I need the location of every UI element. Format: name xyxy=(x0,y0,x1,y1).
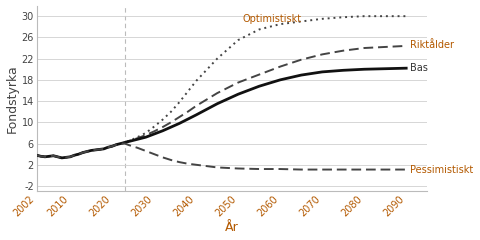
X-axis label: År: År xyxy=(225,222,239,234)
Text: Bas: Bas xyxy=(410,63,428,73)
Text: Optimistiskt: Optimistiskt xyxy=(242,14,301,24)
Text: Riktålder: Riktålder xyxy=(410,40,455,50)
Y-axis label: Fondstyrka: Fondstyrka xyxy=(6,64,19,133)
Text: Pessimistiskt: Pessimistiskt xyxy=(410,165,474,174)
